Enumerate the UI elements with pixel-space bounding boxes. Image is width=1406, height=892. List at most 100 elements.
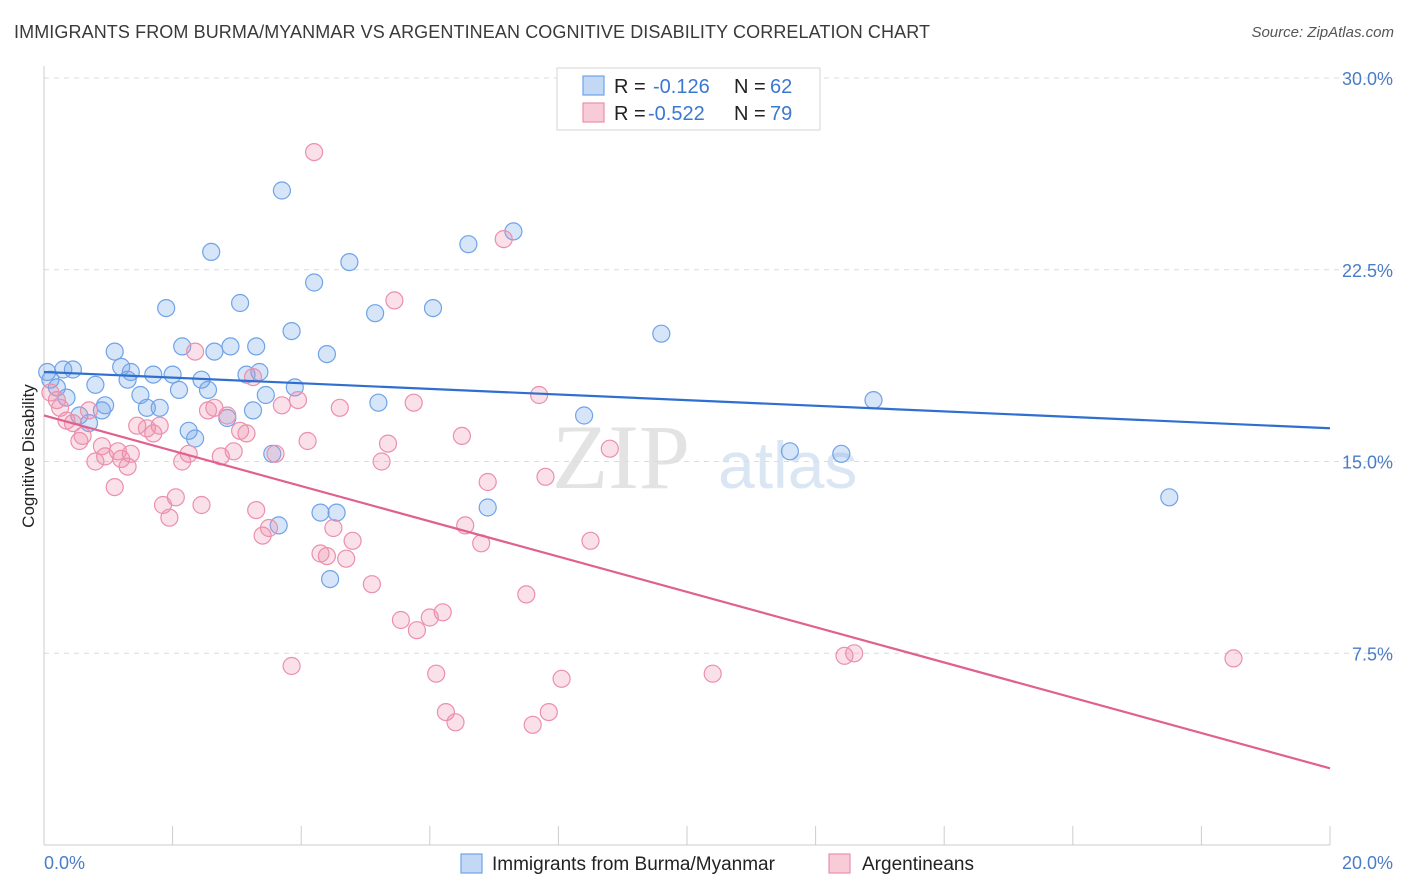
argentineans-data-point	[452, 426, 471, 445]
burma-data-point	[366, 304, 385, 323]
argentineans-data-point	[272, 396, 291, 415]
burma-data-point	[205, 342, 224, 361]
burma-data-point	[95, 396, 115, 415]
argentineans-data-point	[247, 501, 266, 520]
burma-data-point	[63, 360, 83, 379]
burma-data-point	[459, 235, 478, 254]
argentineans-data-point	[581, 531, 600, 550]
argentineans-data-point	[298, 431, 317, 451]
watermark: ZIP atlas	[552, 406, 857, 508]
burma-data-point	[321, 569, 340, 589]
burma-data-point	[305, 273, 324, 292]
burma-data-point	[221, 337, 240, 356]
argentineans-data-point	[703, 664, 722, 683]
burma-data-point	[340, 253, 359, 272]
argentineans-data-point	[478, 472, 497, 492]
burma-data-point	[105, 342, 124, 361]
burma-data-point	[163, 365, 182, 384]
argentineans-data-point	[243, 368, 263, 387]
argentineans-data-point	[160, 508, 179, 527]
argentineans-data-point	[536, 467, 555, 486]
argentineans-data-point	[266, 444, 285, 463]
legend-r-value-2: -0.522	[648, 103, 705, 125]
burma-data-point	[832, 444, 851, 463]
argentineans-data-point	[324, 518, 343, 538]
legend-r-value-1: -0.126	[653, 76, 710, 98]
burma-data-point	[186, 429, 205, 448]
argentineans-data-point	[79, 401, 99, 420]
burma-data-point	[243, 401, 263, 420]
burma-data-point	[652, 324, 671, 343]
legend-n-label-1: N =	[734, 76, 766, 98]
argentineans-data-point	[192, 495, 211, 515]
legend-swatch-argentineans	[582, 102, 605, 123]
trend-lines	[43, 370, 1331, 770]
burma-data-point	[504, 222, 523, 241]
burma-data-point	[256, 385, 275, 405]
burma-data-point	[150, 398, 169, 417]
argentineans-data-point	[391, 610, 410, 630]
argentineans-data-point	[73, 426, 92, 445]
argentineans-data-point	[404, 393, 423, 412]
burma-data-point	[231, 293, 250, 313]
argentineans-data-point	[446, 713, 465, 732]
burma-data-point	[121, 362, 140, 382]
chart-title: IMMIGRANTS FROM BURMA/MYANMAR VS ARGENTI…	[14, 22, 931, 42]
bottom-legend-swatch-burma	[460, 853, 483, 874]
burma-data-point	[144, 365, 163, 384]
watermark-zip: ZIP	[552, 406, 690, 508]
argentineans-data-point	[494, 230, 513, 249]
argentineans-data-point	[218, 406, 237, 425]
legend-n-label-2: N =	[734, 103, 766, 125]
series-burma-points	[38, 181, 1179, 589]
burma-data-point	[574, 406, 594, 425]
argentineans-data-point	[433, 603, 452, 622]
burma-data-point	[202, 242, 221, 261]
argentineans-data-point	[253, 526, 272, 545]
argentineans-data-point	[552, 669, 571, 688]
argentineans-data-point	[224, 442, 243, 461]
bottom-legend-swatch-argentineans	[828, 853, 851, 874]
burma-data-point	[780, 442, 800, 461]
argentineans-data-point	[166, 488, 185, 507]
argentineans-data-point	[317, 546, 336, 566]
argentineans-data-point	[259, 518, 279, 538]
y-tick-label: 15.0%	[1342, 453, 1393, 473]
bottom-legend-label-burma: Immigrants from Burma/Myanmar	[492, 854, 776, 875]
burma-data-point	[157, 299, 176, 318]
argentineans-data-point	[70, 431, 89, 451]
argentineans-data-point	[121, 444, 140, 463]
stats-legend: R = -0.126 N = 62 R = -0.522 N = 79	[556, 67, 821, 131]
burma-data-point	[369, 393, 388, 412]
argentineans-data-point	[305, 143, 324, 162]
chart-source: Source: ZipAtlas.com	[1251, 24, 1394, 41]
legend-n-value-2: 79	[770, 103, 792, 125]
argentineans-data-point	[1224, 649, 1243, 668]
argentineans-data-point	[600, 439, 619, 458]
burma-data-point	[478, 498, 497, 517]
legend-n-value-1: 62	[770, 76, 792, 98]
argentineans-data-point	[237, 424, 256, 443]
argentineans-data-point	[385, 291, 404, 310]
burma-data-point	[282, 322, 301, 341]
legend-r-label-2: R =	[614, 103, 646, 125]
series-legend: Immigrants from Burma/Myanmar Argentinea…	[460, 853, 974, 875]
burma-data-point	[86, 375, 105, 394]
argentineans-data-point	[343, 531, 362, 550]
bottom-legend-label-argentineans: Argentineans	[862, 854, 974, 875]
burma-data-point	[1160, 488, 1179, 507]
burma-data-point	[137, 398, 156, 417]
argentineans-data-point	[330, 398, 349, 417]
argentineans-trend-line	[43, 414, 1331, 770]
argentineans-data-point	[372, 452, 391, 471]
argentineans-data-point	[41, 383, 60, 402]
burma-data-point	[92, 401, 112, 420]
argentineans-data-point	[378, 434, 398, 453]
y-tick-label: 7.5%	[1352, 644, 1393, 664]
burma-data-point	[272, 181, 291, 200]
burma-data-point	[311, 503, 330, 522]
burma-data-point	[198, 380, 218, 399]
burma-data-point	[423, 299, 443, 318]
argentineans-data-point	[337, 549, 356, 568]
